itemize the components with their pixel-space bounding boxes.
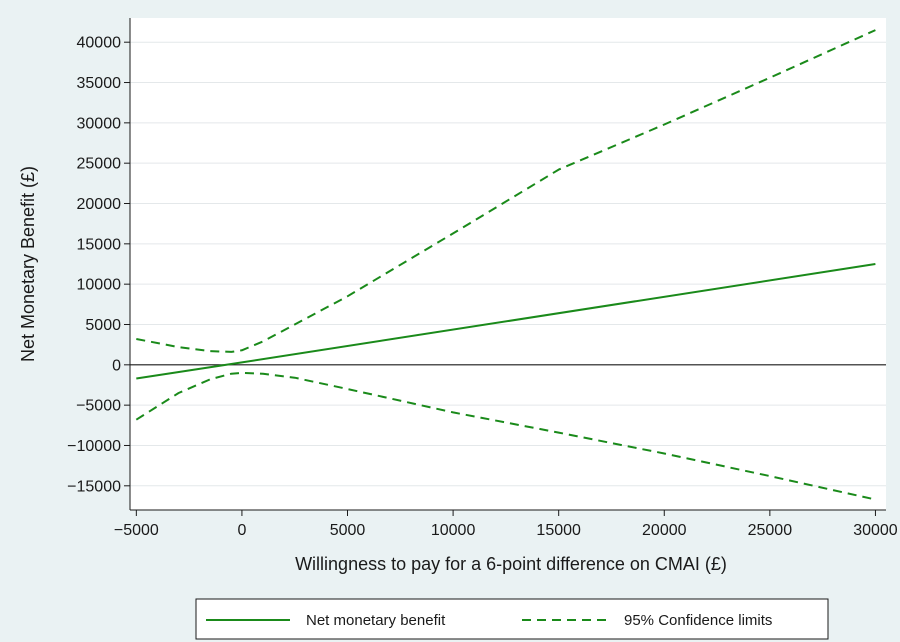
- x-axis-ticks: −5000 0 5000 10000 15000 20000 25000 30000: [114, 510, 898, 539]
- legend-box: [195, 598, 829, 640]
- y-tick-label: 25000: [77, 156, 122, 173]
- series-upper-confidence-limit: [136, 29, 876, 353]
- x-tick-label: 5000: [330, 522, 366, 539]
- x-tick-label: 0: [237, 522, 246, 539]
- y-axis-ticks: 40000 35000 30000 25000 20000 15000 10000 5000 0…: [67, 35, 130, 495]
- x-tick-label: 30000: [853, 522, 898, 539]
- legend-label-confidence-limits: 95% Confidence limits: [624, 612, 772, 629]
- series-net-monetary-benefit: [136, 263, 876, 380]
- x-tick-label: 25000: [748, 522, 793, 539]
- y-tick-label: −10000: [67, 438, 121, 455]
- x-tick-label: 20000: [642, 522, 687, 539]
- plot-area: [130, 18, 886, 510]
- legend: Net monetary benefit 95% Confidence limi…: [195, 598, 829, 640]
- series-lower-confidence-limit: [135, 371, 876, 501]
- legend-label-net-monetary-benefit: Net monetary benefit: [306, 612, 446, 629]
- y-tick-label: 20000: [77, 196, 122, 213]
- y-axis-title: Net Monetary Benefit (£): [18, 166, 38, 362]
- y-tick-label: 15000: [77, 236, 122, 253]
- y-tick-label: −15000: [67, 478, 121, 495]
- x-tick-label: 15000: [536, 522, 581, 539]
- x-tick-label: 10000: [431, 522, 476, 539]
- y-tick-label: −5000: [76, 398, 121, 415]
- y-tick-label: 10000: [77, 277, 122, 294]
- series-lines: [135, 29, 876, 501]
- grid-lines: [130, 41, 886, 487]
- y-tick-label: 35000: [77, 75, 122, 92]
- y-tick-label: 0: [112, 357, 121, 374]
- x-tick-label: −5000: [114, 522, 159, 539]
- y-tick-label: 40000: [77, 35, 122, 52]
- y-tick-label: 5000: [85, 317, 121, 334]
- y-tick-label: 30000: [77, 115, 122, 132]
- x-axis-title: Willingness to pay for a 6-point differe…: [295, 554, 727, 574]
